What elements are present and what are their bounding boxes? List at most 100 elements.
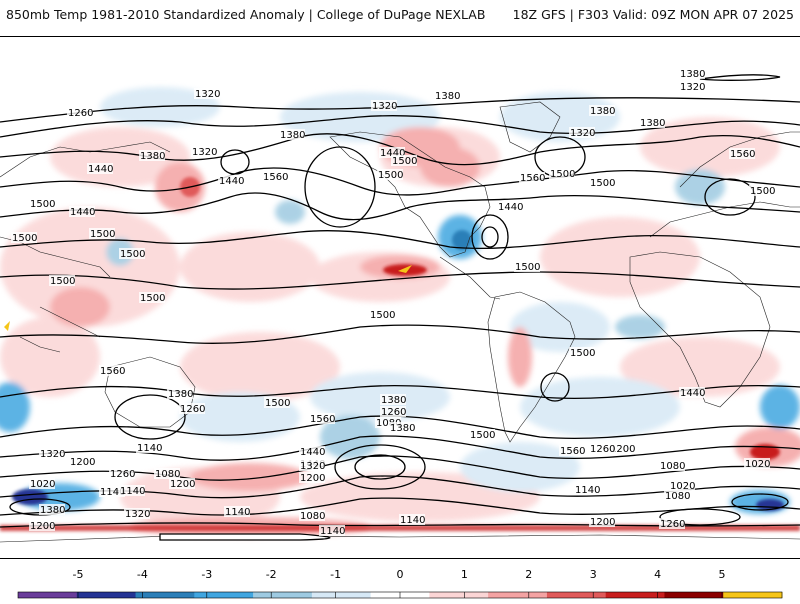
colorbar-swatch bbox=[664, 592, 724, 598]
contour-label: 1320 bbox=[372, 101, 397, 112]
contour-label: 1200 bbox=[70, 457, 95, 468]
colorbar-swatch bbox=[546, 592, 607, 598]
colorbar-tick-label: 4 bbox=[654, 568, 662, 581]
contour-label: 1020 bbox=[30, 479, 55, 490]
contour-label: 1500 bbox=[515, 262, 540, 273]
contour-label: 1380 bbox=[680, 69, 705, 80]
contour-label: 1140 bbox=[225, 507, 250, 518]
coastlines bbox=[0, 101, 800, 543]
contour-label: 1500 bbox=[470, 430, 495, 441]
contour-label: 1260 bbox=[381, 407, 406, 418]
contour-label: 1500 bbox=[90, 229, 115, 240]
contour-label: 1320 bbox=[300, 461, 325, 472]
contour-label: 1380 bbox=[280, 130, 305, 141]
colorbar-swatch bbox=[253, 592, 313, 598]
contour-label: 1080 bbox=[665, 491, 690, 502]
contour-label: 1500 bbox=[120, 249, 145, 260]
colorbar-swatch bbox=[429, 592, 489, 598]
colorbar-tick-label: 0 bbox=[396, 568, 404, 581]
contour-label: 1200 bbox=[170, 479, 195, 490]
contour-label: 1500 bbox=[590, 178, 615, 189]
contour-label: 1320 bbox=[680, 82, 705, 93]
contour-label: 1140 bbox=[120, 486, 145, 497]
colorbar-swatch bbox=[488, 592, 548, 598]
colorbar-swatch bbox=[723, 592, 783, 598]
contour-label: 1380 bbox=[590, 106, 615, 117]
contour-label: 1560 bbox=[560, 446, 585, 457]
contour-label: 1500 bbox=[50, 276, 75, 287]
colorbar-swatch bbox=[311, 592, 372, 598]
contour-label: 1080 bbox=[660, 461, 685, 472]
contour-label: 1140 bbox=[100, 487, 125, 498]
colorbar-tick-label: -1 bbox=[330, 568, 342, 581]
contour-label: 1320 bbox=[570, 128, 595, 139]
contour-label: 1500 bbox=[30, 199, 55, 210]
contour-label: 1380 bbox=[381, 395, 406, 406]
contour-label: 1140 bbox=[320, 526, 345, 537]
contour-label: 1560 bbox=[310, 414, 335, 425]
contour-label: 1200 bbox=[300, 473, 325, 484]
contour-label: 1260 bbox=[590, 444, 615, 455]
contour-label: 1260 bbox=[68, 108, 93, 119]
contour-label: 1320 bbox=[192, 147, 217, 158]
contour-label: 1080 bbox=[155, 469, 180, 480]
contour-label: 1500 bbox=[140, 293, 165, 304]
colorbar-tick-label: -2 bbox=[265, 568, 277, 581]
contour-label: 1140 bbox=[575, 485, 600, 496]
contour-label: 1020 bbox=[745, 459, 770, 470]
contour-label: 1140 bbox=[137, 443, 162, 454]
contour-label: 1500 bbox=[392, 156, 417, 167]
contour-label: 1380 bbox=[40, 505, 65, 516]
contour-label: 1320 bbox=[40, 449, 65, 460]
colorbar-tick-label: 3 bbox=[589, 568, 597, 581]
contour-label: 1500 bbox=[570, 348, 595, 359]
contour-label: 1380 bbox=[435, 91, 460, 102]
contour-label: 1500 bbox=[12, 233, 37, 244]
contour-label: 1500 bbox=[378, 170, 403, 181]
contour-label: 1560 bbox=[730, 149, 755, 160]
contour-label: 1200 bbox=[590, 517, 615, 528]
colorbar-tick-label: -3 bbox=[201, 568, 213, 581]
model-run-info: 18Z GFS | F303 Valid: 09Z MON APR 07 202… bbox=[512, 7, 794, 22]
contour-label: 1020 bbox=[670, 481, 695, 492]
colorbar-swatch bbox=[18, 592, 78, 598]
contour-label: 1080 bbox=[300, 511, 325, 522]
colorbar-tick-label: 5 bbox=[718, 568, 726, 581]
contour-label: 1560 bbox=[263, 172, 288, 183]
contour-labels: 1380 1320 1380 1320 1260 1320 1380 1380 1320 1380… bbox=[11, 68, 775, 537]
contour-label: 1500 bbox=[370, 310, 395, 321]
contour-label: 1440 bbox=[680, 388, 705, 399]
contour-label: 1500 bbox=[750, 186, 775, 197]
colorbar-swatch bbox=[605, 592, 665, 598]
contour-label: 1500 bbox=[550, 169, 575, 180]
colorbar-tick-label: 2 bbox=[525, 568, 533, 581]
contour-label: 1440 bbox=[498, 202, 523, 213]
contour-label: 1320 bbox=[195, 89, 220, 100]
contour-label: 1380 bbox=[168, 389, 193, 400]
contour-label: 1500 bbox=[265, 398, 290, 409]
colorbar-swatch bbox=[194, 592, 254, 598]
contour-label: 1260 bbox=[660, 519, 685, 530]
contour-label: 1080 bbox=[376, 418, 401, 429]
contour-label: 1260 bbox=[110, 469, 135, 480]
contour-label: 1140 bbox=[400, 515, 425, 526]
contour-label: 1200 bbox=[610, 444, 635, 455]
contour-label: 1380 bbox=[140, 151, 165, 162]
contour-label: 1440 bbox=[380, 148, 405, 159]
colorbar-tick-label: -4 bbox=[136, 568, 148, 581]
colorbar: -5 -4 -3 -2 -1 0 1 2 3 4 5 bbox=[0, 568, 800, 600]
map-title: 850mb Temp 1981-2010 Standardized Anomal… bbox=[6, 7, 486, 22]
contour-label: 1560 bbox=[100, 366, 125, 377]
contour-label: 1440 bbox=[300, 447, 325, 458]
colorbar-tick-label: -5 bbox=[72, 568, 84, 581]
colorbar-swatch bbox=[135, 592, 195, 598]
contour-label: 1440 bbox=[219, 176, 244, 187]
contour-label: 1320 bbox=[125, 509, 150, 520]
colorbar-tick-label: 1 bbox=[460, 568, 468, 581]
contour-label: 1560 bbox=[520, 173, 545, 184]
anomaly-map: 1380 1320 1380 1320 1260 1320 1380 1380 1320 1380… bbox=[0, 36, 800, 559]
contour-label: 1440 bbox=[88, 164, 113, 175]
contour-label: 1200 bbox=[30, 521, 55, 532]
map-header: 850mb Temp 1981-2010 Standardized Anomal… bbox=[0, 0, 800, 36]
contour-label: 1380 bbox=[390, 423, 415, 434]
